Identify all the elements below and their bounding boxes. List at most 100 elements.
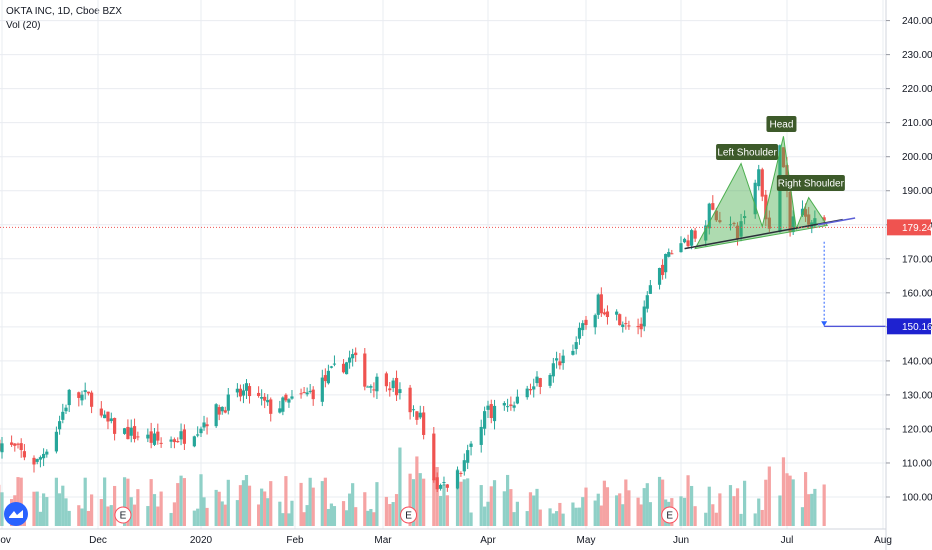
volume-bar bbox=[535, 488, 539, 526]
volume-bar bbox=[525, 511, 529, 526]
candle-body bbox=[103, 414, 107, 419]
volume-bar bbox=[214, 489, 218, 526]
price-tick-label: 220.00 bbox=[902, 84, 932, 95]
candle-body bbox=[0, 443, 4, 453]
candle-body bbox=[574, 342, 578, 350]
candle-body bbox=[311, 389, 315, 400]
candle-body bbox=[512, 405, 516, 408]
volume-bar bbox=[192, 510, 196, 526]
candle-body bbox=[266, 400, 270, 403]
candle-body bbox=[290, 396, 294, 399]
volume-bar bbox=[278, 501, 282, 526]
volume-bar bbox=[788, 475, 792, 526]
volume-bar bbox=[714, 512, 718, 526]
candle-body bbox=[257, 392, 261, 396]
volume-bar bbox=[159, 491, 163, 526]
volume-bar bbox=[584, 487, 588, 526]
volume-bar bbox=[172, 502, 177, 526]
volume-bar bbox=[372, 512, 376, 526]
candle-body bbox=[813, 218, 817, 226]
volume-bar bbox=[648, 502, 652, 526]
candle-body bbox=[129, 427, 133, 436]
candle-body bbox=[639, 323, 643, 330]
volume-bar bbox=[599, 505, 603, 526]
candle-body bbox=[667, 252, 671, 257]
volume-bar bbox=[781, 457, 786, 526]
volume-bar bbox=[810, 493, 814, 526]
volume-bar bbox=[822, 484, 826, 526]
candle-body bbox=[621, 324, 625, 328]
volume-bar bbox=[466, 478, 470, 526]
volume-bar bbox=[398, 447, 402, 526]
price-axis: 100.00110.00120.00130.00140.00150.00160.… bbox=[886, 16, 932, 504]
candle-body bbox=[670, 253, 674, 255]
candle-body bbox=[605, 311, 610, 318]
candle-body bbox=[169, 439, 173, 442]
volume-bar bbox=[528, 492, 533, 526]
candle-body bbox=[146, 434, 150, 439]
tradingview-logo-icon[interactable] bbox=[4, 502, 28, 526]
volume-bar bbox=[241, 480, 246, 526]
volume-bar bbox=[645, 483, 649, 526]
volume-bar bbox=[32, 491, 36, 526]
volume-bar bbox=[679, 496, 683, 526]
volume-bar bbox=[290, 500, 294, 526]
volume-bar bbox=[217, 491, 221, 526]
volume-bar bbox=[489, 486, 493, 526]
candle-body bbox=[80, 394, 84, 401]
candle-body bbox=[351, 354, 355, 359]
volume-bar bbox=[502, 491, 506, 526]
candle-body bbox=[657, 267, 662, 285]
candle-body bbox=[577, 327, 582, 339]
volume-indicator-label[interactable]: Vol (20) bbox=[6, 20, 41, 31]
candle-body bbox=[532, 386, 536, 390]
volume-bar bbox=[266, 498, 270, 526]
volume-bar bbox=[455, 469, 460, 526]
volume-bar bbox=[323, 477, 327, 526]
candle-body bbox=[466, 450, 470, 463]
volume-bar bbox=[532, 495, 536, 526]
volume-bar bbox=[657, 476, 662, 526]
candle-body bbox=[196, 434, 200, 436]
volume-bar bbox=[269, 481, 273, 526]
volume-bar bbox=[800, 507, 805, 526]
volume-bar bbox=[238, 485, 243, 526]
neckline bbox=[684, 218, 843, 250]
candle-body bbox=[803, 209, 808, 217]
candle-body bbox=[502, 403, 506, 406]
candle-body bbox=[278, 408, 282, 413]
volume-bar bbox=[103, 477, 107, 526]
volume-bar bbox=[512, 512, 516, 526]
candle-body bbox=[281, 397, 285, 412]
volume-bar bbox=[581, 497, 585, 526]
volume-bar bbox=[627, 490, 631, 526]
volume-bar bbox=[196, 508, 200, 526]
volume-bar bbox=[459, 481, 463, 526]
volume-bar bbox=[136, 489, 140, 526]
candle-body bbox=[551, 363, 555, 377]
price-tick-label: 110.00 bbox=[902, 458, 932, 469]
volume-bar bbox=[486, 501, 490, 526]
candle-body bbox=[369, 386, 373, 388]
candle-body bbox=[99, 408, 103, 416]
candle-body bbox=[781, 147, 786, 168]
volume-bar bbox=[764, 479, 768, 526]
candle-body bbox=[113, 417, 117, 434]
volume-bar bbox=[785, 473, 789, 526]
volume-bar bbox=[438, 495, 443, 526]
price-tick-label: 140.00 bbox=[902, 356, 932, 367]
candle-body bbox=[192, 436, 196, 447]
candle-body bbox=[136, 436, 140, 438]
candle-body bbox=[16, 443, 20, 445]
volume-bar bbox=[99, 499, 103, 526]
candle-body bbox=[302, 392, 306, 394]
volume-bar bbox=[422, 478, 426, 526]
candle-body bbox=[398, 389, 402, 394]
time-axis: Nov Dec 2020 Feb Mar Apr May Jun Jul Aug bbox=[0, 535, 892, 546]
volume-bar bbox=[791, 479, 795, 526]
candle-body bbox=[479, 426, 483, 445]
candle-body bbox=[506, 406, 510, 408]
price-tags: 179.24 150.16 bbox=[887, 219, 932, 335]
